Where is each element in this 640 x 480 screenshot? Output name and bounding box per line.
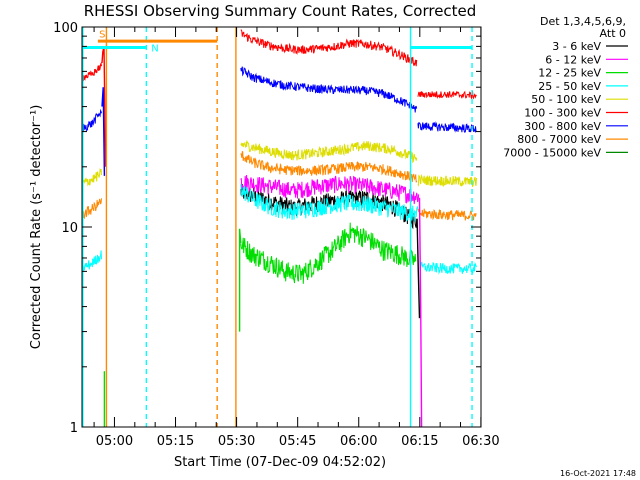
legend-label-2: 12 - 25 keV [538,67,601,80]
series-line-9 [417,173,477,188]
spike-5 [238,228,242,332]
y-tick-label-1: 10 [61,221,78,236]
x-tick-label-0: 05:00 [96,434,133,449]
legend-header-line-1: Det 1,3,4,5,6,9, [540,15,626,28]
series-line-17 [82,250,102,273]
series-line-13 [82,62,102,82]
series-line-3 [240,184,420,222]
chart-title: RHESSI Observing Summary Count Rates, Co… [84,2,477,20]
spike-2 [418,197,423,427]
interval-label-0: S [99,29,105,40]
legend-label-0: 3 - 6 keV [552,40,601,53]
series-line-8 [417,208,477,221]
series-line-11 [417,121,477,134]
spike-1 [101,87,106,176]
legend-label-6: 300 - 800 keV [524,120,601,133]
plot-area: SN [82,27,478,427]
x-tick-label-3: 05:45 [279,434,316,449]
series-line-6 [240,66,418,113]
series-line-2 [240,222,417,284]
series-line-12 [419,261,478,275]
interval-label-1: N [151,43,158,54]
legend-label-5: 100 - 300 keV [524,107,601,120]
x-axis-label: Start Time (07-Dec-09 04:52:02) [174,455,386,470]
y-tick-label-2: 100 [53,21,78,36]
series-line-10 [417,90,477,100]
legend-label-8: 7000 - 15000 keV [503,146,601,159]
series-line-16 [82,167,102,187]
spike-0 [101,46,107,167]
x-tick-label-5: 06:15 [401,434,438,449]
y-axis-label: Corrected Count Rate (s⁻¹ detector⁻¹) [29,105,44,350]
series-line-14 [82,108,102,132]
legend-header-line-2: Att 0 [600,27,626,40]
footer-timestamp: 16-Oct-2021 17:48 [560,469,636,478]
legend-label-3: 25 - 50 keV [538,80,601,93]
legend-label-7: 800 - 7000 keV [517,133,601,146]
series-line-1 [240,174,420,205]
x-tick-label-4: 06:00 [340,434,377,449]
x-tick-label-1: 05:15 [157,434,194,449]
axes: 1 10 100 05:00 05:15 05:30 05:45 06:00 06:15 06:3… [53,21,499,449]
legend-label-4: 50 - 100 keV [531,93,601,106]
series-line-4 [240,139,418,164]
legend-label-1: 6 - 12 keV [545,53,601,66]
spike-3 [416,218,421,319]
y-tick-label-0: 1 [70,421,78,436]
x-tick-label-6: 06:30 [462,434,499,449]
series-line-7 [240,150,418,183]
x-tick-label-2: 05:30 [218,434,255,449]
series-line-5 [240,29,418,67]
series-line-15 [82,198,102,220]
